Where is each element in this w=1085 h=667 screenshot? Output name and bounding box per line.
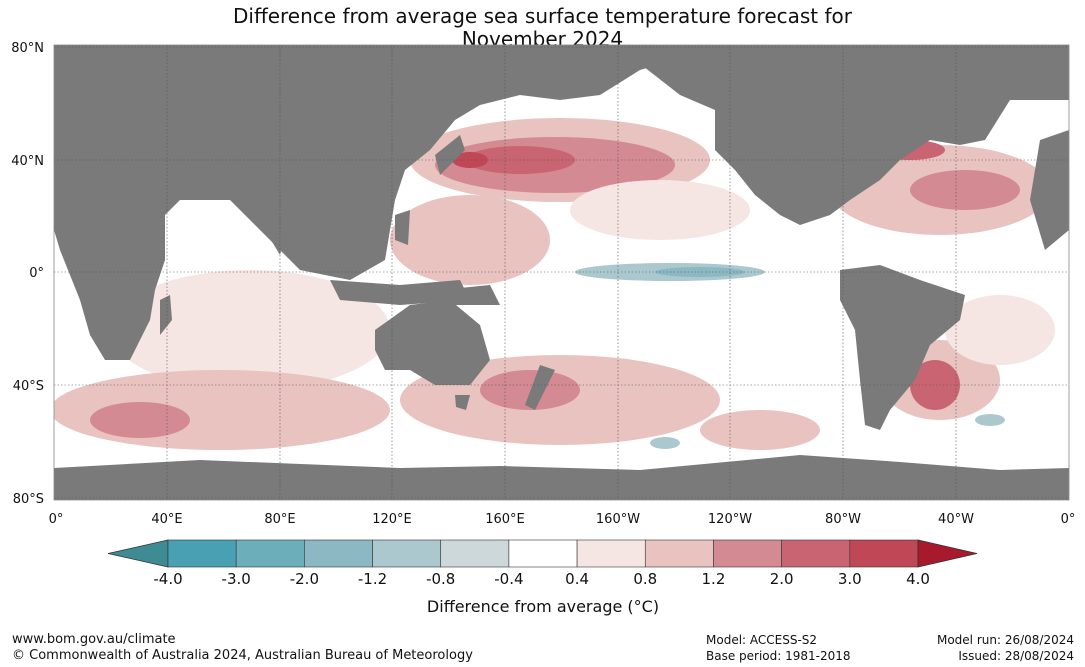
- anomaly-brazil-malvinas: [910, 360, 960, 410]
- colorbar-tick: -0.4: [494, 570, 523, 588]
- land-tasmania: [455, 395, 470, 410]
- anomaly-subtropical-pacific: [570, 180, 750, 240]
- lat-label: 0°: [29, 266, 44, 281]
- footer-model: Model: ACCESS-S2: [706, 633, 818, 647]
- colorbar-tick: -1.2: [358, 570, 387, 588]
- anomaly-southern-ocean-cool: [650, 437, 680, 449]
- colorbar-swatch: [508, 539, 578, 568]
- lon-label: 160°W: [596, 512, 640, 527]
- anomaly-south-atlantic-cool: [975, 414, 1005, 426]
- colorbar-tick: -0.8: [426, 570, 455, 588]
- colorbar-swatch: [644, 539, 714, 568]
- land-masses: [54, 45, 1069, 500]
- colorbar-swatch: [440, 539, 510, 568]
- lon-label: 0°: [49, 512, 64, 527]
- colorbar-swatch: [304, 539, 373, 568]
- land-australia: [375, 300, 490, 385]
- footer-copyright: © Commonwealth of Australia 2024, Austra…: [12, 648, 473, 663]
- colorbar-tick: 0.8: [633, 570, 657, 588]
- land-india: [235, 180, 295, 255]
- footer-model-run: Model run: 26/08/2024: [936, 633, 1074, 647]
- colorbar-low-arrow: [107, 539, 169, 568]
- lat-label: 80°N: [11, 41, 44, 56]
- anomaly-tropical-atlantic: [945, 295, 1055, 365]
- colorbar-high-arrow: [917, 539, 978, 568]
- colorbar-swatch: [372, 539, 442, 568]
- lat-label: 40°N: [11, 154, 44, 169]
- map-frame: [53, 44, 1070, 501]
- land-philippines: [395, 210, 410, 245]
- lon-label: 40°W: [938, 512, 974, 527]
- anomaly-west-pacific: [390, 195, 550, 285]
- colorbar-swatch: [167, 539, 237, 568]
- anomaly-southeast-pacific: [700, 410, 820, 450]
- colorbar-tick: 3.0: [838, 570, 862, 588]
- land-new-zealand: [525, 365, 555, 410]
- lon-label: 0°: [1061, 512, 1076, 527]
- lon-label: 120°W: [708, 512, 752, 527]
- anomaly-japan-core: [452, 152, 488, 168]
- colorbar-tick: -3.0: [222, 570, 251, 588]
- colorbar-tick: 4.0: [906, 570, 930, 588]
- anomaly-indian-ocean: [110, 270, 390, 390]
- anomaly-la-nina-core: [655, 267, 745, 277]
- colorbar-swatch: [849, 539, 919, 568]
- colorbar-tick: 0.4: [565, 570, 589, 588]
- land-japan: [435, 135, 465, 175]
- map-gridlines: [54, 45, 1069, 500]
- land-africa-europe-asia: [54, 45, 1069, 360]
- footer-url[interactable]: www.bom.gov.au/climate: [12, 632, 176, 647]
- colorbar-title: Difference from average (°C): [427, 597, 659, 616]
- longitude-labels: 0° 40°E 80°E 120°E 160°E 160°W 120°W 80°…: [49, 512, 1076, 527]
- lat-label: 40°S: [13, 379, 44, 394]
- colorbar-tick: 1.2: [702, 570, 726, 588]
- colorbar-swatch: [576, 539, 646, 568]
- colorbar-tick: 2.0: [770, 570, 794, 588]
- land-madagascar: [160, 295, 172, 335]
- anomaly-north-atlantic-core: [910, 170, 1020, 210]
- footer-issued: Issued: 28/08/2024: [958, 649, 1074, 663]
- land-south-america: [840, 265, 965, 430]
- map-title-line1: Difference from average sea surface temp…: [232, 4, 852, 28]
- anomaly-south-indian-core: [90, 402, 190, 438]
- land-new-guinea: [440, 285, 500, 305]
- lon-label: 40°E: [151, 512, 182, 527]
- lon-label: 160°E: [485, 512, 525, 527]
- land-greenland: [890, 52, 1000, 115]
- land-antarctica: [54, 455, 1069, 500]
- map-plot-area: [54, 45, 1069, 500]
- colorbar-tick-labels: -4.0 -3.0 -2.0 -1.2 -0.8 -0.4 0.4 0.8 1.2 2.0 3.0 4…: [153, 570, 930, 588]
- colorbar-swatch: [235, 539, 305, 568]
- lon-label: 80°W: [825, 512, 861, 527]
- lon-label: 80°E: [264, 512, 295, 527]
- colorbar-swatch: [781, 539, 851, 568]
- latitude-labels: 80°N 40°N 0° 40°S 80°S: [11, 41, 44, 507]
- colorbar-tick: -4.0: [153, 570, 182, 588]
- colorbar-tick: -2.0: [290, 570, 319, 588]
- lat-label: 80°S: [13, 492, 44, 507]
- land-indonesia: [330, 280, 470, 305]
- lon-label: 120°E: [372, 512, 412, 527]
- colorbar-legend: [107, 539, 978, 568]
- colorbar-swatch: [713, 539, 782, 568]
- footer-base-period: Base period: 1981-2018: [706, 649, 851, 663]
